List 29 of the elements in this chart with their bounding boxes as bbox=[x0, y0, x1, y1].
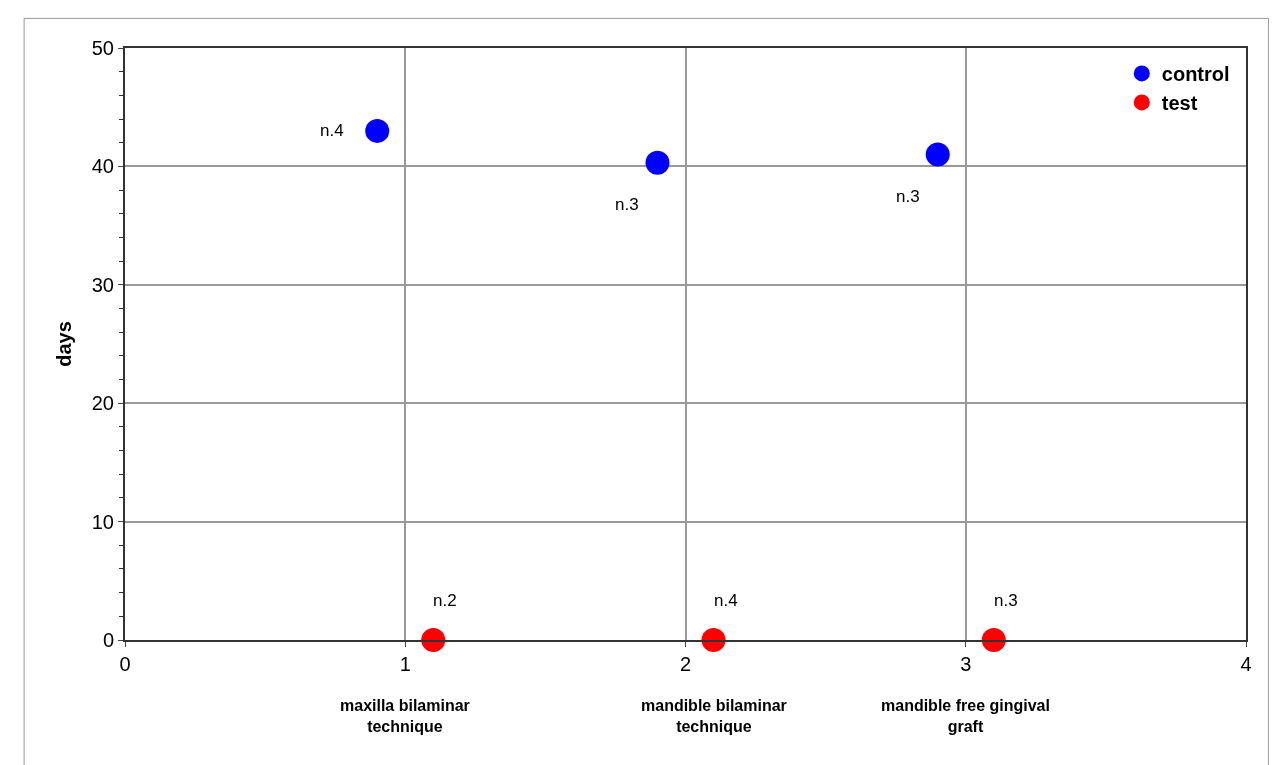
text: maxilla bilaminar technique bbox=[340, 697, 470, 735]
annotation: n.3 bbox=[615, 195, 639, 214]
y-tick-label: 30 bbox=[91, 273, 114, 296]
annotation: n.4 bbox=[320, 121, 344, 140]
x-tick-label: 0 bbox=[119, 653, 131, 675]
y-tick-label: 40 bbox=[91, 155, 114, 178]
y-tick-label: 0 bbox=[102, 629, 114, 651]
text: mandible bilaminar technique bbox=[641, 697, 787, 735]
annotation: n.3 bbox=[994, 591, 1018, 610]
legend-label: test bbox=[1161, 92, 1198, 115]
x-tick-label: 2 bbox=[679, 653, 692, 675]
y-tick-label: 10 bbox=[91, 510, 114, 533]
x-tick-label: 3 bbox=[960, 653, 972, 675]
point bbox=[701, 628, 726, 652]
text: mandible free gingival graft bbox=[881, 697, 1050, 735]
annotation: n.2 bbox=[433, 591, 457, 610]
point bbox=[421, 628, 446, 652]
x-tick-label: 1 bbox=[399, 653, 411, 675]
annotation: n.4 bbox=[714, 591, 738, 610]
point bbox=[925, 142, 950, 167]
y-tick-label: 20 bbox=[91, 392, 114, 415]
x-tick-label: 4 bbox=[1240, 653, 1252, 675]
y-tick-label: 50 bbox=[91, 37, 114, 59]
point bbox=[365, 118, 390, 143]
y-axis-title: days bbox=[52, 321, 75, 367]
legend-label: control bbox=[1161, 63, 1230, 86]
point bbox=[645, 150, 670, 175]
point bbox=[981, 628, 1006, 652]
annotation: n.3 bbox=[896, 187, 920, 206]
